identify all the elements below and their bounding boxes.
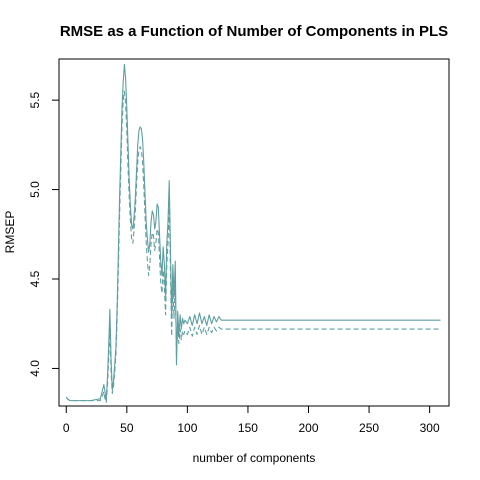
series-group bbox=[65, 63, 441, 403]
x-axis: 0 50 100 150 200 250 300 bbox=[63, 405, 440, 435]
x-tick-label: 0 bbox=[63, 421, 70, 435]
chart-title: RMSE as a Function of Number of Componen… bbox=[60, 23, 448, 40]
y-axis-label: RMSEP bbox=[3, 211, 17, 254]
series-line-dashed bbox=[65, 90, 441, 403]
y-tick-label: 5.0 bbox=[28, 181, 42, 198]
plot-frame bbox=[58, 58, 450, 407]
y-tick-label: 4.0 bbox=[28, 360, 42, 377]
x-tick-label: 200 bbox=[298, 421, 318, 435]
x-tick-label: 250 bbox=[359, 421, 379, 435]
x-tick-label: 50 bbox=[120, 421, 134, 435]
x-axis-label: number of components bbox=[193, 451, 316, 465]
y-axis: 4.0 4.5 5.0 5.5 bbox=[28, 91, 60, 377]
x-tick-label: 150 bbox=[238, 421, 258, 435]
x-tick-label: 300 bbox=[420, 421, 440, 435]
y-tick-label: 4.5 bbox=[28, 270, 42, 287]
x-tick-label: 100 bbox=[177, 421, 197, 435]
y-tick-label: 5.5 bbox=[28, 91, 42, 108]
